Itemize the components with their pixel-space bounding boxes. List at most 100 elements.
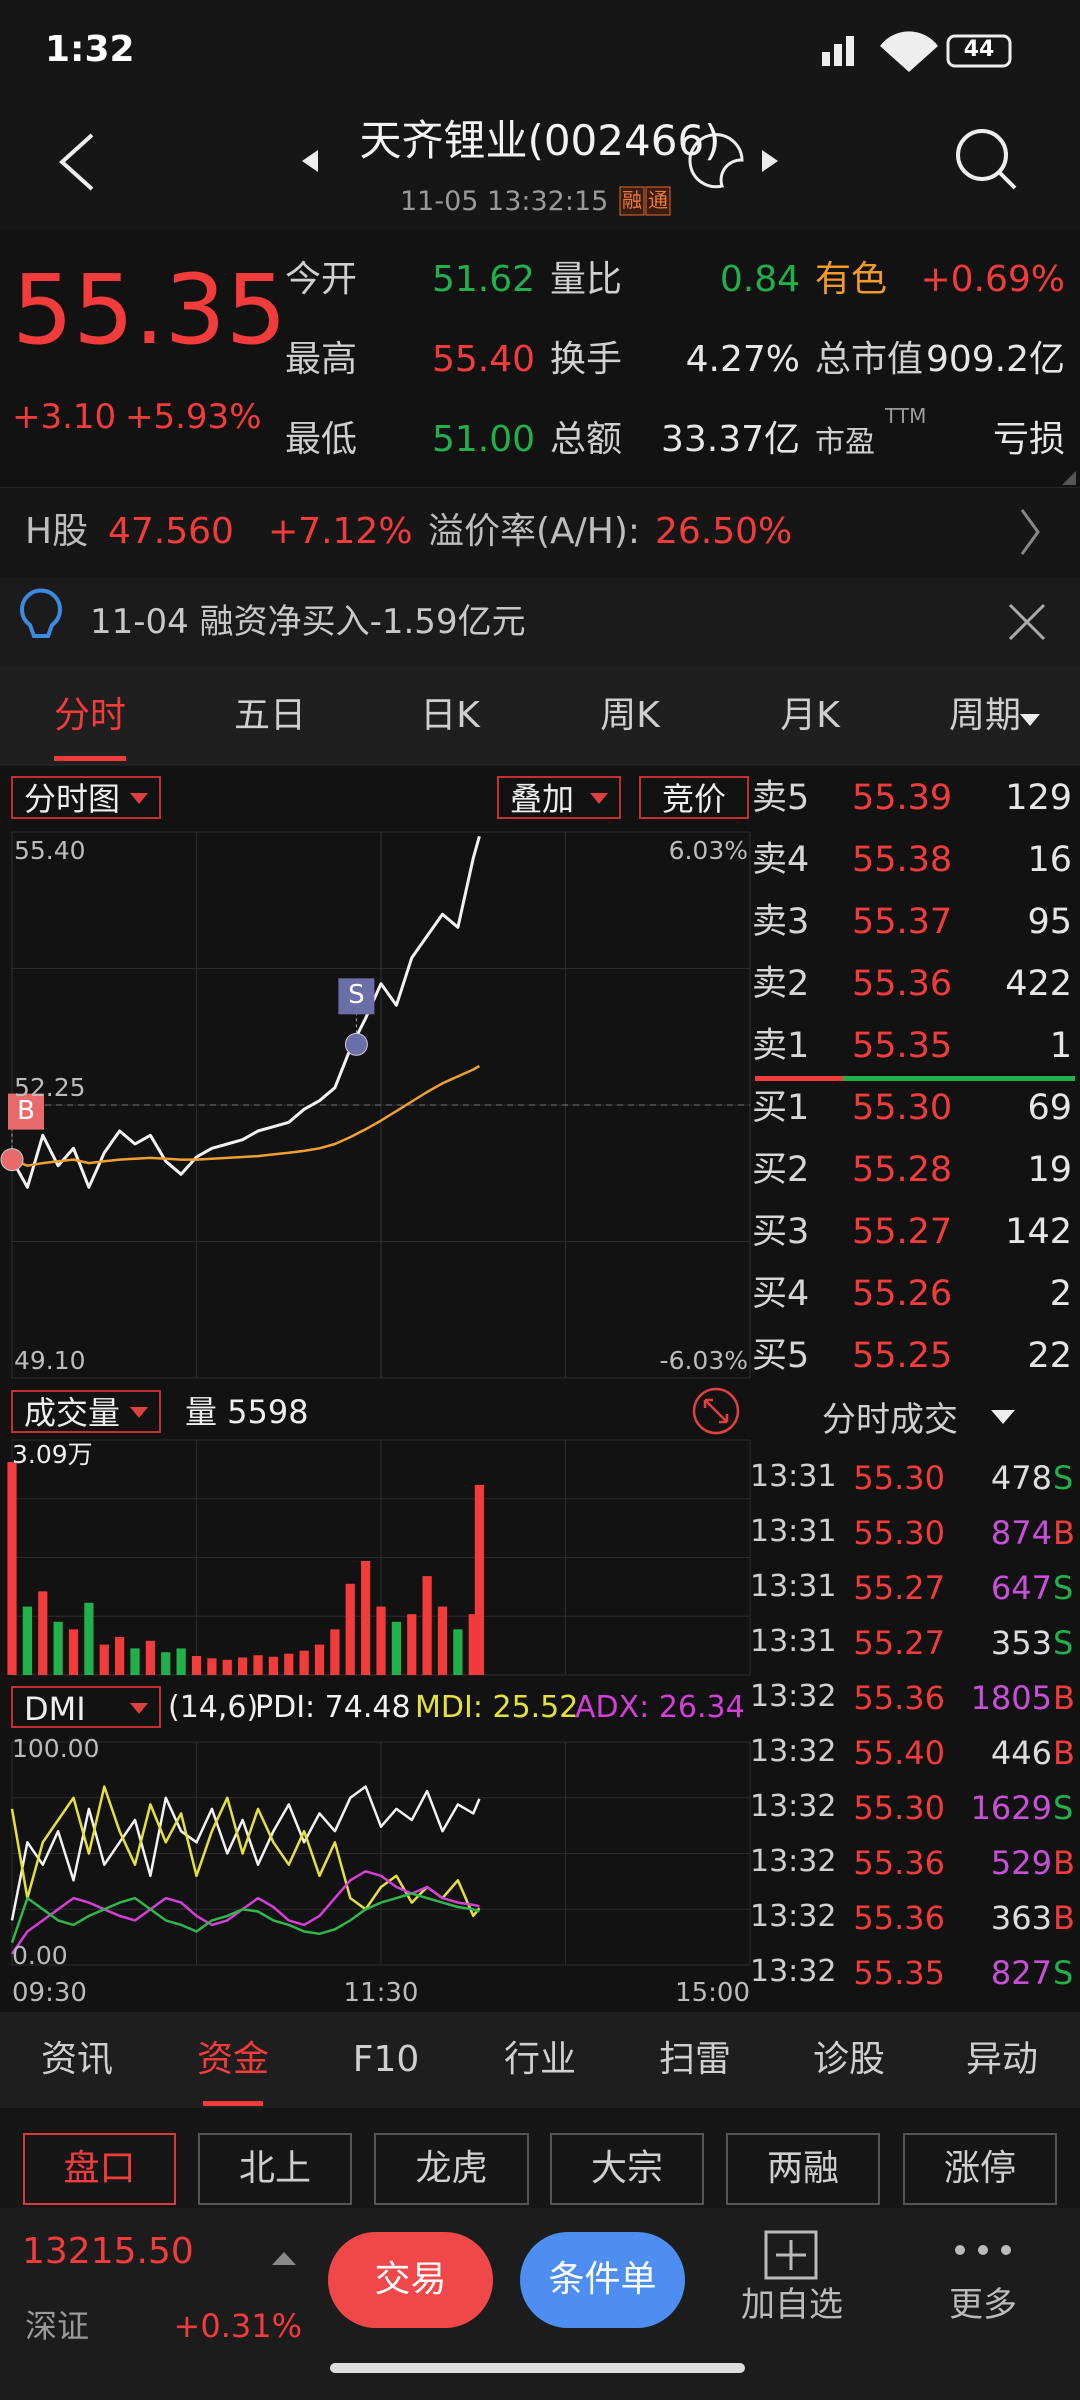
chevron[interactable]	[1020, 509, 1040, 555]
section-tab[interactable]: 异动	[965, 2039, 1039, 2080]
sub-tab-box[interactable]	[903, 2133, 1057, 2205]
trade-time: 13:32	[750, 1844, 837, 1879]
section-tab[interactable]: 诊股	[812, 2039, 886, 2080]
volume-bar	[84, 1602, 94, 1675]
volume-bar	[161, 1652, 171, 1675]
close-icon[interactable]	[1008, 603, 1046, 641]
section-tab[interactable]: 资金	[196, 2039, 270, 2080]
trade-marker	[0, 1148, 24, 1172]
h-share-bg[interactable]	[0, 487, 1080, 579]
sub-tab[interactable]: 北上	[238, 2148, 312, 2189]
sub-tab-box[interactable]	[726, 2133, 880, 2205]
tab[interactable]: 分时	[53, 695, 127, 736]
sub-tab-box[interactable]	[374, 2133, 529, 2205]
overlay-box[interactable]	[497, 776, 621, 819]
action-button[interactable]	[520, 2232, 685, 2328]
section-indicator	[203, 2101, 263, 2106]
add-icon[interactable]	[764, 2230, 818, 2280]
y-tick-label: 0.00	[12, 1941, 68, 1970]
dot	[1001, 2245, 1011, 2255]
volume-bar	[422, 1576, 432, 1675]
volume-selector[interactable]: 成交量	[24, 1394, 121, 1432]
search-icon[interactable]	[956, 129, 1008, 181]
section-tab[interactable]: 行业	[503, 2039, 577, 2080]
signal	[834, 44, 842, 66]
book-label: 卖4	[752, 840, 810, 880]
book-price: 55.37	[852, 902, 953, 942]
prev-arrow[interactable]	[302, 150, 318, 172]
volume-bar	[253, 1655, 263, 1675]
field-value: 55.40	[431, 339, 535, 380]
tab[interactable]: 日K	[420, 695, 480, 736]
volume-bar	[468, 1614, 478, 1675]
volume-bar	[115, 1636, 125, 1675]
trade-price: 55.36	[853, 1899, 945, 1937]
field-label: 市盈	[815, 425, 875, 460]
back-icon[interactable]	[59, 133, 94, 191]
dmi-selector-box[interactable]	[11, 1686, 161, 1728]
chart-type[interactable]: 分时图	[24, 780, 121, 818]
trade-time: 13:31	[750, 1624, 837, 1659]
action-button[interactable]	[328, 2232, 493, 2328]
footer-action[interactable]: 更多	[949, 2285, 1017, 2325]
section-tab[interactable]: 资讯	[40, 2039, 114, 2080]
tab[interactable]: 月K	[780, 695, 840, 736]
sub-tab-box[interactable]	[23, 2133, 176, 2205]
dmi-selector[interactable]: DMI	[24, 1690, 86, 1728]
spread-bar-bid	[843, 1076, 1075, 1081]
sub-tab-box[interactable]	[198, 2133, 352, 2205]
action-button-label[interactable]: 交易	[374, 2259, 447, 2300]
trade-qty: 529	[990, 1844, 1052, 1882]
footer-action[interactable]: 加自选	[741, 2285, 843, 2325]
section-tab[interactable]: F10	[352, 2039, 420, 2080]
next-arrow[interactable]	[762, 150, 778, 172]
dot	[955, 2245, 965, 2255]
volume-bar	[238, 1657, 248, 1675]
chart-bg	[0, 765, 1080, 2012]
tab[interactable]: 周K	[600, 695, 660, 736]
tab[interactable]: 周期	[948, 695, 1022, 736]
trades-title[interactable]: 分时成交	[822, 1400, 958, 1440]
chart-type-box[interactable]	[11, 776, 161, 819]
sub-tab[interactable]: 两融	[766, 2148, 840, 2189]
icons	[20, 34, 1046, 2280]
volume-bar	[7, 1462, 17, 1675]
expand-icon[interactable]	[692, 1387, 740, 1435]
field-value: 4.27%	[685, 339, 800, 380]
trade-time: 13:32	[750, 1789, 837, 1824]
volume-bar	[345, 1583, 355, 1675]
sub-tab-box[interactable]	[550, 2133, 704, 2205]
section-tab[interactable]: 扫雷	[658, 2039, 732, 2080]
volume-selector-box[interactable]	[11, 1390, 161, 1433]
notice-bg[interactable]	[0, 578, 1080, 666]
tab[interactable]: 五日	[233, 695, 307, 736]
marker-label: B	[17, 1095, 35, 1126]
add-plus	[776, 2240, 806, 2270]
trade-side: B	[1053, 1844, 1075, 1882]
trade-price: 55.35	[853, 1954, 945, 1992]
book-qty: 142	[1005, 1212, 1072, 1252]
action-button-label[interactable]: 条件单	[548, 2259, 657, 2300]
sub-tab[interactable]: 涨停	[943, 2148, 1017, 2189]
notice-text[interactable]: 11-04 融资净买入-1.59亿元	[90, 602, 526, 642]
index-change: +0.31%	[173, 2307, 302, 2345]
book-price: 55.36	[852, 964, 953, 1004]
trades-arrow[interactable]	[991, 1410, 1015, 1424]
sub-tab[interactable]: 龙虎	[415, 2148, 488, 2189]
volume-current: 量 5598	[185, 1393, 309, 1431]
volume-bar	[284, 1653, 294, 1675]
book-qty: 19	[1027, 1150, 1072, 1190]
auction-box[interactable]	[639, 776, 749, 819]
overlay[interactable]: 叠加	[510, 780, 575, 818]
legend-entry: PDI: 74.48	[255, 1690, 411, 1725]
auction[interactable]: 竞价	[661, 780, 727, 818]
series-line	[10, 1785, 481, 1921]
sub-tab[interactable]: 大宗	[590, 2148, 664, 2189]
period-arrow[interactable]	[1020, 714, 1040, 726]
badge: 通	[648, 188, 668, 212]
book-qty: 16	[1027, 840, 1072, 880]
y-tick-label: 52.25	[14, 1073, 86, 1102]
legend-entry: MDI: 25.52	[415, 1690, 579, 1725]
trade-side: B	[1053, 1734, 1075, 1772]
sub-tab[interactable]: 盘口	[63, 2148, 136, 2189]
